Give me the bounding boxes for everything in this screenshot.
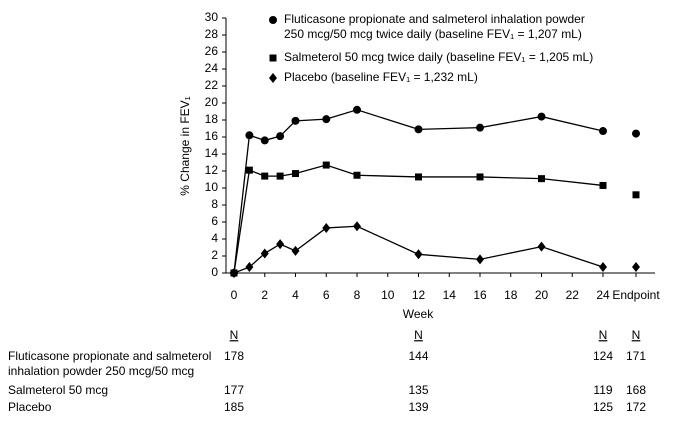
row-label: Placebo xyxy=(8,400,52,414)
data-point xyxy=(353,221,361,232)
data-point xyxy=(245,262,254,273)
data-point xyxy=(260,248,269,259)
y-tick-label: 24 xyxy=(205,61,219,75)
y-tick-label: 22 xyxy=(205,78,219,92)
data-point xyxy=(276,132,285,141)
table-cell: 168 xyxy=(626,383,646,397)
y-tick-label: 0 xyxy=(211,265,218,279)
table-cell: 135 xyxy=(408,383,428,397)
data-point xyxy=(415,173,422,181)
legend-marker xyxy=(269,73,277,83)
data-point xyxy=(476,254,484,265)
legend-label: Salmeterol 50 mcg twice daily (baseline … xyxy=(284,50,594,64)
endpoint-point xyxy=(632,191,640,199)
x-tick-label: 8 xyxy=(354,288,361,302)
data-point xyxy=(322,222,331,233)
data-point xyxy=(230,268,238,278)
data-point xyxy=(599,181,607,189)
y-tick-label: 26 xyxy=(205,44,219,58)
table-cell: 178 xyxy=(224,349,244,363)
y-tick-label: 8 xyxy=(211,197,218,211)
x-tick-label: 12 xyxy=(412,288,426,302)
table-cell: 185 xyxy=(224,400,244,414)
x-tick-label: 4 xyxy=(292,288,299,302)
x-tick-label: 6 xyxy=(323,288,330,302)
endpoint-point xyxy=(632,129,640,138)
x-tick-label: 2 xyxy=(261,288,268,302)
table-cell: 144 xyxy=(408,349,428,363)
data-point xyxy=(599,127,607,136)
data-point xyxy=(245,131,254,140)
y-tick-label: 6 xyxy=(211,214,218,228)
table-cell: 177 xyxy=(224,383,244,397)
data-point xyxy=(260,136,269,145)
data-point xyxy=(261,172,269,180)
data-point xyxy=(292,170,299,178)
x-tick-label: 24 xyxy=(596,288,610,302)
y-tick-label: 20 xyxy=(205,95,219,109)
data-point xyxy=(291,116,300,125)
y-tick-label: 4 xyxy=(211,231,218,245)
row-label: Fluticasone propionate and salmeterol in… xyxy=(8,349,212,378)
table-cell: 171 xyxy=(626,349,646,363)
x-tick-label: 14 xyxy=(443,288,457,302)
table-header: N xyxy=(414,328,423,342)
data-point xyxy=(276,172,284,180)
table-cell: 139 xyxy=(408,400,428,414)
table-cell: 119 xyxy=(593,383,612,397)
y-tick-label: 30 xyxy=(205,10,219,24)
x-tick-label: 16 xyxy=(473,288,487,302)
data-point xyxy=(537,112,546,121)
data-point xyxy=(245,166,253,174)
data-point xyxy=(599,262,607,273)
table-cell: 172 xyxy=(626,400,646,414)
data-point xyxy=(414,249,423,260)
y-tick-label: 10 xyxy=(205,180,219,194)
y-tick-label: 14 xyxy=(205,146,219,160)
legend-marker xyxy=(269,54,277,62)
x-tick-label: 0 xyxy=(231,288,238,302)
data-point xyxy=(291,245,300,256)
table-header: N xyxy=(632,328,641,342)
y-tick-label: 28 xyxy=(205,27,219,41)
data-point xyxy=(476,173,484,181)
legend-label: Placebo (baseline FEV₁ = 1,232 mL) xyxy=(284,70,478,84)
row-label: Salmeterol 50 mcg xyxy=(8,383,109,397)
endpoint-point xyxy=(632,262,640,273)
table-cell: 124 xyxy=(593,349,613,363)
x-axis-label: Week xyxy=(403,307,434,321)
data-point xyxy=(538,175,545,183)
table-header: N xyxy=(599,328,608,342)
legend-label: Fluticasone propionate and salmeterol in… xyxy=(284,12,585,41)
data-point xyxy=(353,105,361,114)
legend-marker xyxy=(269,16,277,24)
data-point xyxy=(322,115,331,124)
data-point xyxy=(276,239,285,250)
x-tick-label: 20 xyxy=(535,288,549,302)
y-tick-label: 18 xyxy=(205,112,219,126)
x-tick-label: Endpoint xyxy=(612,288,660,302)
y-tick-label: 16 xyxy=(205,129,219,143)
x-tick-label: 18 xyxy=(504,288,518,302)
data-point xyxy=(322,161,330,169)
data-point xyxy=(537,241,546,252)
x-tick-label: 10 xyxy=(381,288,395,302)
table-cell: 125 xyxy=(593,400,613,414)
y-tick-label: 12 xyxy=(205,163,219,177)
data-point xyxy=(353,171,361,179)
data-point xyxy=(414,125,423,134)
table-header: N xyxy=(230,328,239,342)
y-axis-label: % Change in FEV₁ xyxy=(178,96,192,195)
x-tick-label: 22 xyxy=(566,288,580,302)
data-point xyxy=(476,123,484,132)
y-tick-label: 2 xyxy=(211,248,218,262)
